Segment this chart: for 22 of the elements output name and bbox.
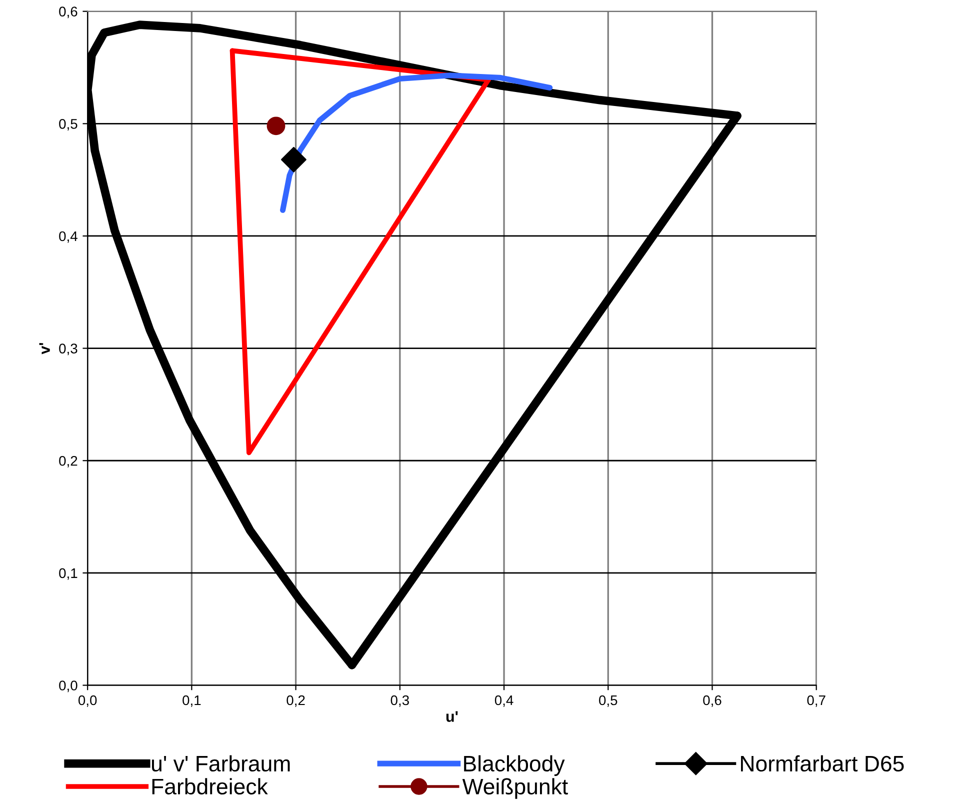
y-tick-label: 0,6 (59, 6, 78, 18)
y-tick-label: 0,1 (59, 568, 78, 580)
x-tick-label: 0,7 (807, 695, 826, 707)
x-tick-label: 0,3 (390, 695, 409, 707)
y-tick-label: 0,2 (59, 456, 78, 468)
x-axis-title: u' (446, 711, 458, 722)
legend-label: u' v' Farbraum (152, 755, 290, 772)
x-tick-label: 0,5 (599, 695, 618, 707)
y-tick-label: 0,4 (59, 231, 78, 243)
y-tick-label: 0,3 (59, 344, 78, 356)
y-tick-label: 0,5 (59, 118, 78, 130)
y-axis-title: v' (39, 343, 50, 354)
legend-label: Blackbody (464, 755, 565, 776)
x-tick-label: 0,6 (703, 695, 722, 707)
x-tick-label: 0,4 (494, 695, 514, 707)
legend-label: Normfarbart D65 (741, 755, 904, 772)
y-tick-label: 0,0 (59, 680, 78, 692)
x-tick-label: 0,1 (182, 695, 201, 707)
legend-label: Farbdreieck (152, 778, 268, 794)
x-tick-label: 0,0 (78, 695, 97, 707)
x-tick-label: 0,2 (286, 695, 305, 707)
legend-label: Weißpunkt (462, 778, 568, 799)
